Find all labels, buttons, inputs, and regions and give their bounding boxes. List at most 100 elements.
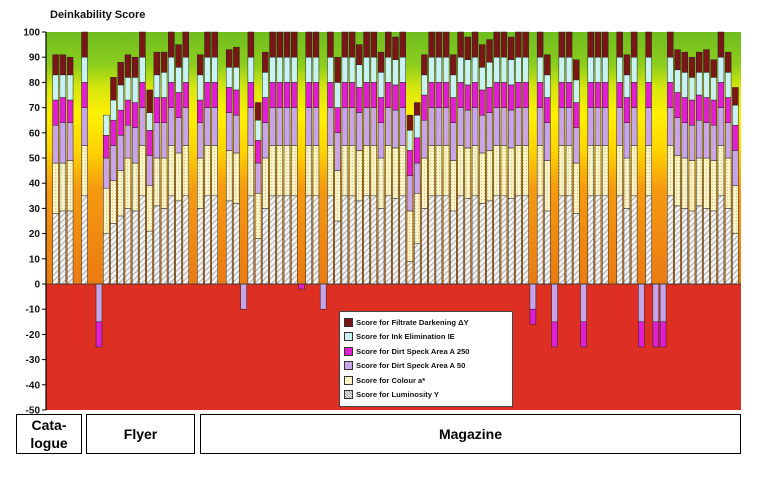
bar-segment xyxy=(493,145,500,197)
bar-segment xyxy=(507,59,515,86)
bar-segment xyxy=(262,122,269,159)
legend-label: Score for Dirt Speck Area A 250 xyxy=(356,346,470,356)
stacked-bar xyxy=(370,31,378,285)
bar-segment xyxy=(515,82,522,108)
bar-segment xyxy=(522,195,529,285)
stacked-bar xyxy=(305,31,312,285)
stacked-bar xyxy=(594,31,602,285)
bar-segment xyxy=(479,152,486,204)
bar-segment xyxy=(291,56,298,83)
bar-segment xyxy=(696,51,703,73)
bar-segment xyxy=(139,145,146,197)
bar-segment xyxy=(486,61,493,88)
bar-segment xyxy=(59,74,67,98)
bar-segment xyxy=(197,157,204,209)
legend-label: Score for Ink Elimination IE xyxy=(356,332,455,342)
legend-swatch-dirt-speck-250 xyxy=(344,346,353,356)
bar-segment xyxy=(392,36,399,60)
bar-segment xyxy=(66,56,74,76)
bar-segment xyxy=(262,208,269,285)
stacked-bar xyxy=(565,31,573,285)
bar-segment xyxy=(341,107,349,146)
bar-segment xyxy=(291,31,298,58)
bar-segment xyxy=(146,89,153,113)
stacked-bar xyxy=(117,61,124,285)
bar-segment xyxy=(645,31,652,58)
bar-segment xyxy=(146,155,153,186)
bar-segment xyxy=(363,107,370,146)
y-tick-label: 0 xyxy=(34,280,40,291)
bar-segment xyxy=(515,31,522,58)
legend-item: Score for Filtrate Darkening ΔY xyxy=(344,315,508,330)
bar-segment xyxy=(341,195,349,285)
bar-segment xyxy=(688,56,696,78)
bar-segment xyxy=(630,195,638,285)
bar-segment xyxy=(399,145,406,197)
bar-segment xyxy=(197,54,204,76)
stacked-bar xyxy=(175,44,182,285)
bar-segment xyxy=(52,124,59,164)
bar-segment xyxy=(59,122,67,164)
bar-segment xyxy=(399,107,406,146)
bar-segment xyxy=(421,74,428,96)
bar-segment xyxy=(703,157,710,209)
bar-segment xyxy=(211,195,218,285)
bar-segment xyxy=(558,145,566,197)
stacked-bar xyxy=(616,31,623,285)
bar-segment xyxy=(59,210,67,285)
bar-segment xyxy=(544,97,551,123)
bar-segment xyxy=(536,31,544,58)
bar-segment xyxy=(291,195,298,285)
bar-segment xyxy=(529,308,537,325)
bar-segment xyxy=(558,107,566,146)
stacked-bar xyxy=(153,51,161,285)
bar-segment xyxy=(717,56,725,83)
bar-segment xyxy=(377,122,385,159)
bar-segment xyxy=(175,200,182,285)
legend-swatch-dirt-speck-50 xyxy=(344,361,353,371)
bar-segment xyxy=(638,283,645,323)
bar-segment xyxy=(240,283,247,310)
stacked-bar xyxy=(363,31,370,285)
stacked-bar xyxy=(225,49,233,285)
bar-segment xyxy=(507,109,515,149)
bar-segment xyxy=(630,82,638,108)
bar-segment xyxy=(688,210,696,285)
bar-segment xyxy=(283,145,291,197)
bar-segment xyxy=(406,150,414,176)
bar-segment xyxy=(464,147,472,199)
bar-segment xyxy=(667,31,674,58)
bar-segment xyxy=(587,82,594,108)
bar-segment xyxy=(536,195,544,285)
bar-segment xyxy=(131,127,139,164)
bar-segment xyxy=(724,157,732,209)
stacked-bar xyxy=(66,56,74,285)
bar-segment xyxy=(385,145,392,197)
legend-item: Score for Ink Elimination IE xyxy=(344,330,508,345)
bar-segment xyxy=(175,92,182,118)
stacked-bar xyxy=(602,31,609,285)
stacked-bar xyxy=(522,31,529,285)
bar-segment xyxy=(182,31,189,58)
bar-segment xyxy=(110,99,117,121)
bar-segment xyxy=(59,162,67,212)
bar-segment xyxy=(544,210,551,285)
bar-segment xyxy=(312,195,320,285)
bar-segment xyxy=(471,82,479,108)
bar-segment xyxy=(536,107,544,146)
bar-segment xyxy=(536,56,544,83)
bar-segment xyxy=(674,92,681,118)
bar-segment xyxy=(225,87,233,113)
bar-segment xyxy=(81,82,88,108)
bar-segment xyxy=(160,51,168,73)
bar-segment xyxy=(283,195,291,285)
stacked-bar xyxy=(168,31,175,285)
bar-segment xyxy=(507,147,515,199)
bar-segment xyxy=(276,56,284,83)
bar-segment xyxy=(602,56,609,83)
bar-segment xyxy=(573,102,580,129)
bar-segment xyxy=(225,150,233,202)
bar-segment xyxy=(319,283,327,310)
bar-segment xyxy=(52,54,59,76)
